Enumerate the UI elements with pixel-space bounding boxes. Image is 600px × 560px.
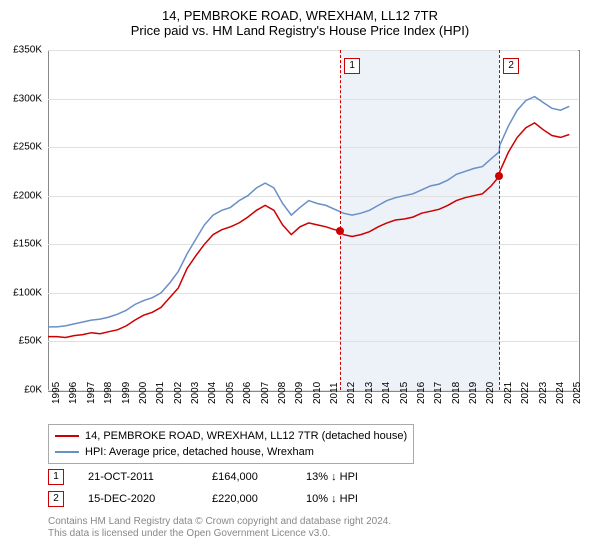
marker-badge: 1: [344, 58, 360, 74]
y-tick-label: £150K: [13, 239, 42, 250]
y-tick-label: £50K: [19, 336, 42, 347]
y-tick-label: £250K: [13, 142, 42, 153]
legend-label: 14, PEMBROKE ROAD, WREXHAM, LL12 7TR (de…: [85, 428, 407, 444]
title-block: 14, PEMBROKE ROAD, WREXHAM, LL12 7TR Pri…: [0, 0, 600, 40]
marker-line: [499, 50, 500, 390]
footer-line-1: Contains HM Land Registry data © Crown c…: [48, 516, 391, 528]
chart-area: £0K£50K£100K£150K£200K£250K£300K£350K 19…: [48, 50, 578, 390]
series-line: [48, 97, 569, 327]
y-tick-label: £0K: [24, 385, 42, 396]
event-diff: 10% ↓ HPI: [306, 493, 396, 505]
event-badge: 1: [48, 469, 64, 485]
legend-swatch: [55, 435, 79, 437]
y-tick-label: £200K: [13, 190, 42, 201]
y-tick-label: £300K: [13, 93, 42, 104]
legend-label: HPI: Average price, detached house, Wrex…: [85, 444, 314, 460]
marker-badge: 2: [503, 58, 519, 74]
y-tick-label: £350K: [13, 45, 42, 56]
event-row: 1 21-OCT-2011 £164,000 13% ↓ HPI: [48, 466, 396, 488]
event-table: 1 21-OCT-2011 £164,000 13% ↓ HPI 2 15-DEC-202…: [48, 466, 396, 510]
legend-swatch: [55, 451, 79, 453]
marker-dot: [495, 172, 503, 180]
event-price: £220,000: [212, 493, 282, 505]
event-date: 15-DEC-2020: [88, 493, 188, 505]
series-line: [48, 123, 569, 338]
chart-subtitle: Price paid vs. HM Land Registry's House …: [0, 23, 600, 38]
footer-line-2: This data is licensed under the Open Gov…: [48, 528, 391, 540]
chart-title: 14, PEMBROKE ROAD, WREXHAM, LL12 7TR: [0, 8, 600, 23]
chart-container: 14, PEMBROKE ROAD, WREXHAM, LL12 7TR Pri…: [0, 0, 600, 560]
event-badge: 2: [48, 491, 64, 507]
event-diff: 13% ↓ HPI: [306, 471, 396, 483]
legend-row: HPI: Average price, detached house, Wrex…: [55, 444, 407, 460]
footer-attribution: Contains HM Land Registry data © Crown c…: [48, 516, 391, 540]
y-tick-label: £100K: [13, 287, 42, 298]
marker-line: [340, 50, 341, 390]
event-date: 21-OCT-2011: [88, 471, 188, 483]
legend-box: 14, PEMBROKE ROAD, WREXHAM, LL12 7TR (de…: [48, 424, 414, 464]
legend-row: 14, PEMBROKE ROAD, WREXHAM, LL12 7TR (de…: [55, 428, 407, 444]
marker-dot: [336, 227, 344, 235]
event-row: 2 15-DEC-2020 £220,000 10% ↓ HPI: [48, 488, 396, 510]
event-price: £164,000: [212, 471, 282, 483]
